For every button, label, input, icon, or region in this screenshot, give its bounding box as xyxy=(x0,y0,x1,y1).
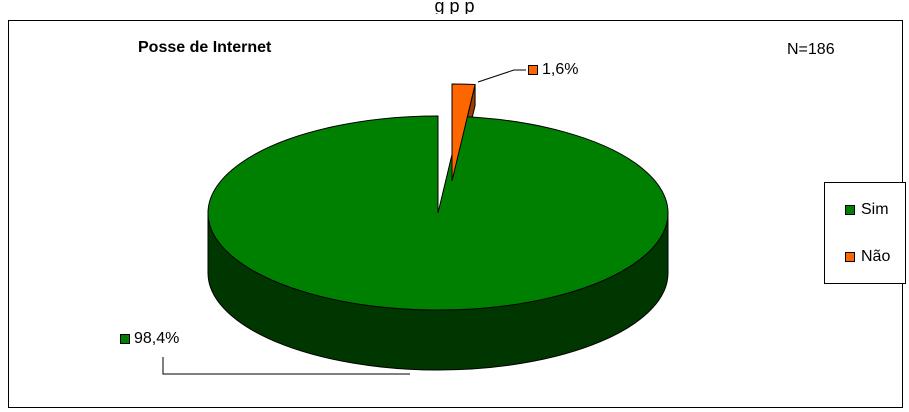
data-label-nao: 1,6% xyxy=(528,61,578,79)
legend-label-nao: Não xyxy=(861,248,891,265)
data-label-nao-text: 1,6% xyxy=(542,61,579,78)
pie-slice-sim xyxy=(207,115,669,311)
label-swatch-nao xyxy=(528,65,538,75)
data-label-sim: 98,4% xyxy=(120,330,179,348)
legend-item-sim: Sim xyxy=(845,201,889,219)
chart-legend: Sim Não xyxy=(824,182,906,284)
legend-swatch-nao xyxy=(845,252,855,262)
top-caption-fragment: g p p xyxy=(434,0,475,14)
leader-line-nao xyxy=(477,69,526,83)
data-label-sim-text: 98,4% xyxy=(134,330,180,347)
leader-line-sim xyxy=(162,357,410,375)
legend-swatch-sim xyxy=(845,205,855,215)
legend-label-sim: Sim xyxy=(861,201,889,218)
legend-item-nao: Não xyxy=(845,248,890,266)
pie-slice-nao xyxy=(451,83,476,182)
sample-size-annotation: N=186 xyxy=(787,41,835,58)
label-swatch-sim xyxy=(120,334,130,344)
chart-title: Posse de Internet xyxy=(138,39,272,56)
